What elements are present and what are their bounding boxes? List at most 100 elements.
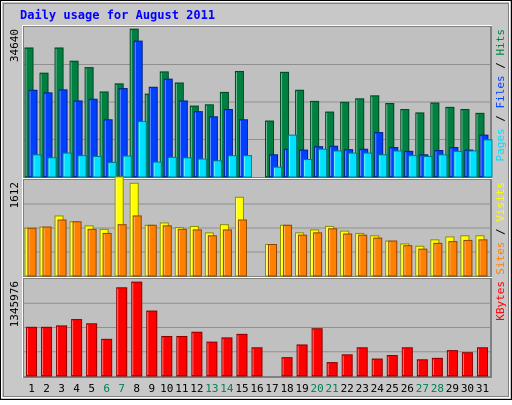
x-tick-label-11: 11 [175,382,188,395]
series-pages [32,120,493,178]
bar-kbytes-day-13 [206,341,218,377]
bar-kbytes-day-15 [236,333,248,377]
bar-pages-day-4 [77,155,87,178]
bar-kbytes-day-20 [311,328,323,377]
bar-pages-day-19 [303,158,313,178]
legend-visits-sites: Sites / Visits [494,182,507,275]
bar-sites-day-22 [343,233,353,277]
x-tick-label-7: 7 [118,382,125,395]
bar-kbytes-day-24 [371,358,383,377]
bar-kbytes-day-10 [161,335,173,377]
bar-kbytes-day-12 [191,331,203,377]
ymax-label-visits-sites: 1612 [8,182,21,209]
bar-kbytes-day-29 [446,350,458,377]
bar-sites-day-27 [418,248,428,277]
inner-bevel-dark [3,3,509,397]
x-tick-label-19: 19 [295,382,308,395]
bar-kbytes-day-2 [41,326,53,377]
x-tick-label-20: 20 [311,382,324,395]
bar-pages-day-9 [152,161,162,178]
bar-pages-day-11 [182,157,192,178]
legend-part-1: / [494,109,507,129]
bar-sites-day-20 [313,232,323,277]
bar-sites-day-24 [373,237,383,277]
bar-kbytes-day-28 [431,357,443,377]
bar-sites-day-25 [388,240,398,277]
bar-pages-day-8 [137,120,147,178]
x-tick-label-4: 4 [73,382,80,395]
legend-part-4: Hits [494,29,507,56]
bar-sites-day-12 [192,229,202,277]
bar-sites-day-1 [27,227,37,277]
bar-sites-day-10 [162,225,172,277]
bar-pages-day-18 [288,134,298,178]
bar-pages-day-20 [318,148,328,178]
x-tick-label-2: 2 [43,382,50,395]
bar-sites-day-11 [177,228,187,277]
x-tick-label-27: 27 [416,382,429,395]
bar-sites-day-19 [298,234,308,277]
bar-pages-day-28 [438,154,448,178]
x-tick-label-9: 9 [148,382,155,395]
bar-pages-day-15 [242,155,252,178]
bar-sites-day-29 [448,241,458,277]
bar-kbytes-day-27 [416,359,428,377]
bar-sites-day-26 [403,245,413,277]
chart-title: Daily usage for August 2011 [20,8,215,22]
panel-kbytes: 1345976 KBytes [8,277,507,378]
bar-sites-day-31 [478,239,488,277]
x-tick-label-22: 22 [341,382,354,395]
inner-bevel-light [1,1,510,398]
legend-part-3: / [494,56,507,76]
bar-pages-day-14 [227,155,237,178]
x-tick-label-28: 28 [431,382,444,395]
bar-sites-day-5 [87,228,97,277]
bar-kbytes-day-23 [356,347,368,377]
legend-part-0: KBytes [494,281,507,321]
x-tick-label-23: 23 [356,382,369,395]
bar-pages-day-30 [468,150,478,178]
bar-pages-day-3 [62,152,72,178]
bar-pages-day-21 [333,150,343,178]
legend-kbytes: KBytes [494,281,507,321]
bar-pages-day-27 [423,155,433,178]
bar-pages-day-10 [167,156,177,178]
bar-sites-day-21 [328,228,338,277]
bar-pages-day-6 [107,161,117,178]
x-tick-label-26: 26 [401,382,414,395]
bar-sites-day-14 [222,229,232,277]
bar-kbytes-day-6 [101,338,113,377]
ymax-label-hits-files-pages: 34640 [8,29,21,62]
bar-kbytes-day-19 [296,344,308,377]
bar-kbytes-day-21 [326,362,338,377]
x-tick-label-12: 12 [190,382,203,395]
bar-pages-day-23 [363,152,373,178]
bar-sites-day-23 [358,234,368,277]
bar-kbytes-day-25 [386,355,398,377]
bar-sites-day-30 [463,239,473,277]
bar-kbytes-day-11 [176,335,188,377]
bar-pages-day-13 [212,160,222,178]
x-tick-label-24: 24 [371,382,385,395]
bar-pages-day-22 [348,152,358,178]
bar-kbytes-day-9 [146,310,158,377]
bar-sites-day-3 [57,219,67,277]
bar-pages-day-31 [483,139,493,178]
bar-kbytes-day-22 [341,354,353,377]
legend-part-1: / [494,222,507,242]
bar-sites-day-2 [42,226,52,277]
bar-kbytes-day-7 [116,287,128,377]
bar-sites-day-6 [102,232,112,277]
bar-pages-day-2 [47,157,57,178]
bar-kbytes-day-18 [281,357,293,377]
bar-pages-day-5 [92,155,102,178]
bar-sites-day-28 [433,242,443,277]
x-tick-label-29: 29 [446,382,459,395]
panels-group: 34640 Pages / Files / Hits 1612 Sites / Vis… [8,25,507,378]
x-tick-label-3: 3 [58,382,65,395]
bar-pages-day-17 [273,166,283,178]
bar-sites-day-8 [132,215,142,277]
bar-pages-day-26 [408,155,418,178]
